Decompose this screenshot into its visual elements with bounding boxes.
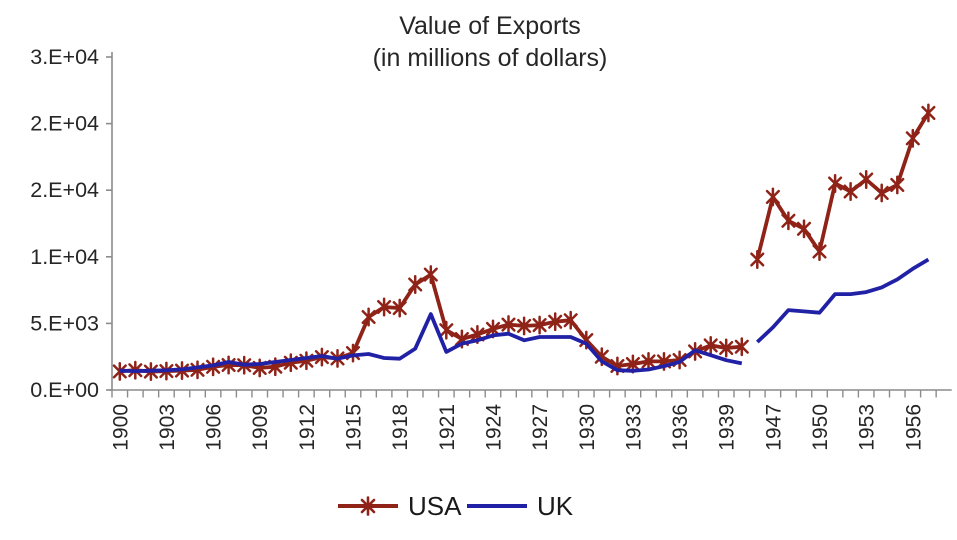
- y-tick-label: 5.E+03: [30, 311, 99, 335]
- x-tick-label: 1947: [762, 404, 785, 451]
- uk-series-line: [756, 257, 930, 344]
- x-tick-label: 1900: [109, 404, 132, 451]
- y-tick-label: 0.E+00: [30, 378, 99, 402]
- x-tick-label: 1936: [669, 404, 692, 451]
- legend-uk-label: UK: [537, 491, 574, 521]
- usa-series-line: [755, 111, 931, 260]
- chart-title-line2: (in millions of dollars): [373, 44, 608, 72]
- x-tick-label: 1903: [156, 404, 179, 451]
- legend-usa-label: USA: [408, 491, 462, 521]
- x-tick-label: 1915: [343, 404, 366, 451]
- x-axis-ticks: 1900 1903 1906 1909 1912 1915 1918 1921 1924 1927…: [109, 390, 937, 451]
- x-tick-label: 1950: [809, 404, 832, 451]
- x-tick-label: 1906: [203, 404, 226, 451]
- y-tick-label: 3.E+04: [30, 45, 99, 69]
- x-tick-label: 1939: [716, 404, 739, 451]
- x-tick-label: 1953: [856, 404, 879, 451]
- legend-usa-marker: [360, 496, 376, 516]
- x-tick-label: 1912: [296, 404, 319, 451]
- x-tick-label: 1956: [902, 404, 925, 451]
- x-tick-label: 1924: [482, 404, 505, 451]
- uk-series-line: [119, 312, 743, 373]
- x-tick-label: 1921: [436, 404, 459, 451]
- uk-series: [119, 257, 930, 373]
- plot-area: 0.E+00 5.E+03 1.E+04 2.E+04 2.E+04 3.E+04 1900…: [30, 45, 952, 451]
- y-axis-ticks: 0.E+00 5.E+03 1.E+04 2.E+04 2.E+04 3.E+04: [30, 45, 112, 402]
- legend: USA UK: [338, 491, 574, 521]
- x-tick-label: 1930: [576, 404, 599, 451]
- x-tick-label: 1909: [249, 404, 272, 451]
- x-tick-label: 1933: [622, 404, 645, 451]
- y-tick-label: 2.E+04: [30, 112, 99, 136]
- y-tick-label: 1.E+04: [30, 245, 99, 269]
- chart-title-line1: Value of Exports: [399, 12, 581, 40]
- x-tick-label: 1918: [389, 404, 412, 451]
- x-tick-label: 1927: [529, 404, 552, 451]
- y-tick-label: 2.E+04: [30, 178, 99, 202]
